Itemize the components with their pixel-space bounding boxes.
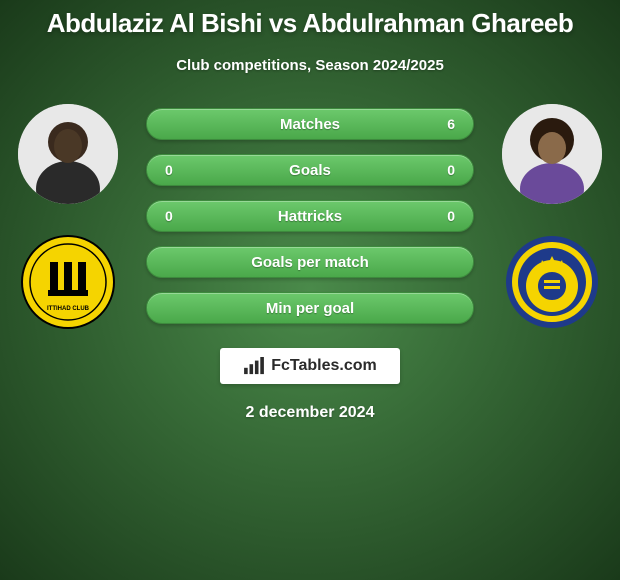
stat-label: Goals per match — [251, 254, 369, 271]
stat-value-left: 0 — [165, 208, 185, 224]
stat-bar-min-per-goal: Min per goal — [146, 292, 474, 324]
stat-value-right: 0 — [435, 162, 455, 178]
stat-label: Matches — [280, 116, 340, 133]
left-column: ITTIHAD CLUB — [18, 104, 118, 330]
comparison-container: Abdulaziz Al Bishi vs Abdulrahman Gharee… — [0, 0, 620, 422]
date-label: 2 december 2024 — [10, 404, 610, 422]
stats-column: Matches 6 0 Goals 0 0 Hattricks 0 Goals … — [118, 108, 502, 324]
stat-bar-goals: 0 Goals 0 — [146, 154, 474, 186]
stat-value-left: 0 — [165, 162, 185, 178]
club-badge-left: ITTIHAD CLUB — [20, 234, 116, 330]
logo-text: FcTables.com — [271, 357, 377, 375]
chart-icon — [243, 357, 265, 375]
fctables-link[interactable]: FcTables.com — [220, 348, 400, 384]
stat-bar-matches: Matches 6 — [146, 108, 474, 140]
avatar-icon — [18, 104, 118, 204]
stat-value-right: 6 — [435, 116, 455, 132]
avatar-icon — [502, 104, 602, 204]
stat-label: Goals — [289, 162, 331, 179]
player-photo-left — [18, 104, 118, 204]
svg-text:ITTIHAD CLUB: ITTIHAD CLUB — [47, 306, 90, 312]
page-title: Abdulaziz Al Bishi vs Abdulrahman Gharee… — [10, 0, 610, 39]
content-row: ITTIHAD CLUB Matches 6 0 Goals 0 0 Hattr… — [10, 104, 610, 330]
club-badge-right — [504, 234, 600, 330]
right-column — [502, 104, 602, 330]
stat-label: Min per goal — [266, 300, 354, 317]
ittihad-badge-icon: ITTIHAD CLUB — [20, 234, 116, 330]
stat-bar-hattricks: 0 Hattricks 0 — [146, 200, 474, 232]
player-photo-right — [502, 104, 602, 204]
stat-label: Hattricks — [278, 208, 342, 225]
page-subtitle: Club competitions, Season 2024/2025 — [10, 57, 610, 74]
stat-bar-goals-per-match: Goals per match — [146, 246, 474, 278]
stat-value-right: 0 — [435, 208, 455, 224]
alnassr-badge-icon — [504, 234, 600, 330]
